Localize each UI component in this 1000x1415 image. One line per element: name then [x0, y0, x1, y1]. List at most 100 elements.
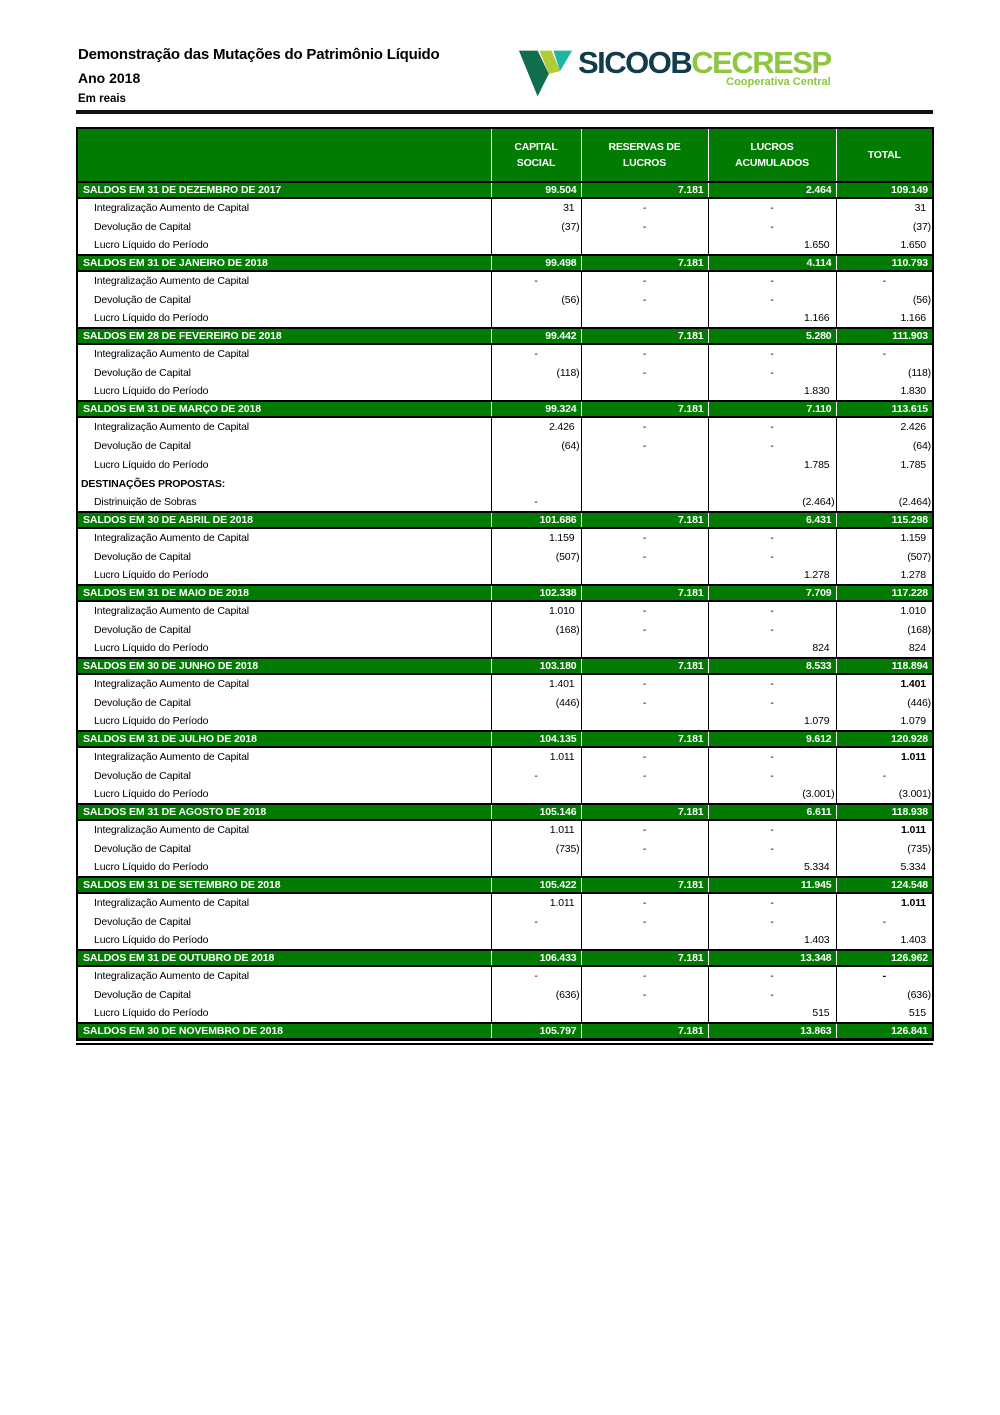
cell-reservas-de-lucros: -	[580, 620, 708, 639]
cell-reservas-de-lucros: -	[580, 766, 708, 785]
detail-row: Integralização Aumento de Capital 1.011- -…	[77, 747, 933, 766]
cell-total: (56)	[835, 290, 933, 309]
cell-lucros-acumulados: 7.709	[707, 584, 836, 602]
cell-lucros-acumulados: -	[707, 820, 836, 839]
cell-reservas-de-lucros	[580, 493, 708, 512]
row-label: SALDOS EM 28 DE FEVEREIRO DE 2018	[77, 327, 491, 345]
cell-lucros-acumulados: 8.533	[707, 657, 836, 675]
cell-total: -	[835, 966, 933, 985]
detail-row: Integralização Aumento de Capital 31- -31	[77, 198, 933, 217]
cell-total: 1.278	[835, 566, 933, 585]
cell-lucros-acumulados: -	[707, 417, 836, 436]
cell-lucros-acumulados: -	[707, 693, 836, 712]
sicoob-v-chevron-icon	[518, 50, 573, 97]
row-label: Devolução de Capital	[94, 220, 191, 233]
cell-lucros-acumulados: 13.863	[707, 1022, 836, 1040]
cell-reservas-de-lucros: 7.181	[580, 511, 708, 529]
column-header-empty	[77, 128, 491, 183]
cell-total: 1.166	[835, 309, 933, 328]
row-label: Lucro Líquido do Período	[94, 239, 209, 251]
row-label: Devolução de Capital	[94, 915, 191, 928]
row-label: Integralização Aumento de Capital	[94, 824, 249, 836]
cell-reservas-de-lucros	[580, 309, 708, 328]
row-label: SALDOS EM 31 DE JULHO DE 2018	[77, 730, 491, 748]
detail-row: Devolução de Capital (735) - - (735)	[77, 839, 933, 858]
cell-reservas-de-lucros	[580, 566, 708, 585]
cell-total: 120.928	[835, 730, 933, 748]
cell-total: -	[835, 912, 933, 931]
cell-reservas-de-lucros: -	[580, 839, 708, 858]
cell-lucros-acumulados: (2.464)	[707, 493, 836, 512]
cell-capital-social	[490, 712, 581, 731]
cell-total: 124.548	[835, 876, 933, 894]
balance-row: SALDOS EM 31 DE DEZEMBRO DE 2017 99.504 7.…	[77, 181, 933, 199]
cell-reservas-de-lucros: 7.181	[580, 584, 708, 602]
row-label: Lucro Líquido do Período	[94, 385, 209, 397]
cell-reservas-de-lucros: -	[580, 747, 708, 766]
cell-lucros-acumulados: -	[707, 290, 836, 309]
cell-total: (3.001)	[835, 785, 933, 804]
row-label: Integralização Aumento de Capital	[94, 751, 249, 763]
detail-row: Integralização Aumento de Capital - - - -	[77, 344, 933, 363]
cell-reservas-de-lucros: 7.181	[580, 254, 708, 272]
detail-row: Integralização Aumento de Capital - - - -	[77, 966, 933, 985]
balance-row: SALDOS EM 31 DE OUTUBRO DE 2018 106.433 7.…	[77, 949, 933, 967]
cell-lucros-acumulados: 1.830	[707, 382, 836, 401]
cell-capital-social: 106.433	[490, 949, 581, 967]
column-header-lucros-acumulados: LUCROS ACUMULADOS	[707, 128, 836, 183]
row-label: Integralização Aumento de Capital	[94, 970, 249, 982]
row-label: Lucro Líquido do Período	[94, 642, 209, 654]
detail-row: Devolução de Capital (636) - - (636)	[77, 985, 933, 1004]
cell-reservas-de-lucros: -	[580, 528, 708, 547]
cell-total: (118)	[835, 363, 933, 382]
cell-total: 1.401	[835, 674, 933, 693]
cell-capital-social: -	[490, 493, 581, 512]
detail-row: Lucro Líquido do Período (3.001) (3.001)	[77, 785, 933, 804]
row-label: SALDOS EM 31 DE SETEMBRO DE 2018	[77, 876, 491, 894]
cell-capital-social: -	[490, 766, 581, 785]
cell-capital-social: 102.338	[490, 584, 581, 602]
balance-row: SALDOS EM 30 DE ABRIL DE 2018 101.686 7.18…	[77, 511, 933, 529]
cell-capital-social: (446)	[490, 693, 581, 712]
cell-capital-social: (168)	[490, 620, 581, 639]
row-label: Integralização Aumento de Capital	[94, 605, 249, 617]
row-label: Devolução de Capital	[94, 769, 191, 782]
cell-lucros-acumulados: -	[707, 198, 836, 217]
detail-row: Lucro Líquido do Período 5.334 5.334	[77, 858, 933, 877]
cell-capital-social: -	[490, 966, 581, 985]
detail-row: Integralização Aumento de Capital 1.401- -…	[77, 674, 933, 693]
cell-total: -	[835, 344, 933, 363]
cell-lucros-acumulados: 1.650	[707, 236, 836, 255]
detail-row: Integralização Aumento de Capital 1.159- -…	[77, 528, 933, 547]
cell-reservas-de-lucros: -	[580, 966, 708, 985]
row-label: Devolução de Capital	[94, 439, 191, 452]
cell-capital-social: (735)	[490, 839, 581, 858]
cell-total: 110.793	[835, 254, 933, 272]
cell-lucros-acumulados: 4.114	[707, 254, 836, 272]
row-label: SALDOS EM 31 DE JANEIRO DE 2018	[77, 254, 491, 272]
cell-capital-social: 99.498	[490, 254, 581, 272]
unit-note: Em reais	[78, 93, 126, 105]
detail-row: Integralização Aumento de Capital - - - -	[77, 271, 933, 290]
cell-capital-social: 105.797	[490, 1022, 581, 1040]
cell-total: (37)	[835, 217, 933, 236]
cell-lucros-acumulados: -	[707, 747, 836, 766]
cell-capital-social: (507)	[490, 547, 581, 566]
cell-total: (64)	[835, 436, 933, 455]
row-label: Devolução de Capital	[94, 366, 191, 379]
column-header-total: TOTAL	[835, 128, 933, 183]
cell-reservas-de-lucros: -	[580, 198, 708, 217]
cell-capital-social: 1.401	[490, 674, 581, 693]
document-title: Demonstração das Mutações do Patrimônio …	[78, 46, 440, 63]
balance-row: SALDOS EM 31 DE JULHO DE 2018 104.135 7.18…	[77, 730, 933, 748]
row-label: Lucro Líquido do Período	[94, 1007, 209, 1019]
row-label: SALDOS EM 30 DE ABRIL DE 2018	[77, 511, 491, 529]
cell-total: 2.426	[835, 417, 933, 436]
row-label: SALDOS EM 30 DE JUNHO DE 2018	[77, 657, 491, 675]
cell-lucros-acumulados: -	[707, 363, 836, 382]
detail-row: Distrinuição de Sobras - (2.464) (2.464)	[77, 493, 933, 512]
row-label: SALDOS EM 30 DE NOVEMBRO DE 2018	[77, 1022, 491, 1040]
detail-row: Devolução de Capital (64) - - (64)	[77, 436, 933, 455]
row-label: SALDOS EM 31 DE MAIO DE 2018	[77, 584, 491, 602]
cell-reservas-de-lucros: -	[580, 674, 708, 693]
